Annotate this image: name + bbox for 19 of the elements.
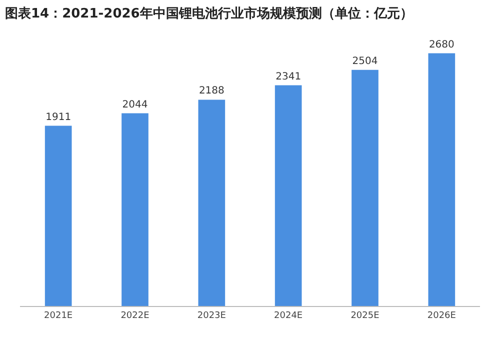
- chart-title: 图表14：2021-2026年中国锂电池行业市场规模预测（单位：亿元）: [5, 6, 413, 22]
- bar: [352, 70, 378, 306]
- x-tick-label: 2025E: [350, 310, 380, 321]
- bar: [198, 100, 226, 306]
- x-tick-label: 2022E: [120, 310, 150, 321]
- data-label: 2680: [428, 39, 454, 50]
- bar: [122, 113, 148, 306]
- bar: [274, 85, 302, 306]
- x-tick-label: 2023E: [197, 310, 226, 321]
- x-tick-label: 2024E: [274, 310, 303, 321]
- data-label: 1911: [46, 112, 72, 123]
- data-label: 2188: [198, 86, 224, 97]
- x-tick-label: 2026E: [427, 310, 456, 321]
- bar: [428, 53, 456, 306]
- data-label: 2504: [352, 56, 378, 67]
- bar: [44, 126, 72, 306]
- data-label: 2341: [276, 71, 302, 82]
- data-label: 2044: [122, 99, 148, 110]
- x-tick-label: 2021E: [44, 310, 73, 321]
